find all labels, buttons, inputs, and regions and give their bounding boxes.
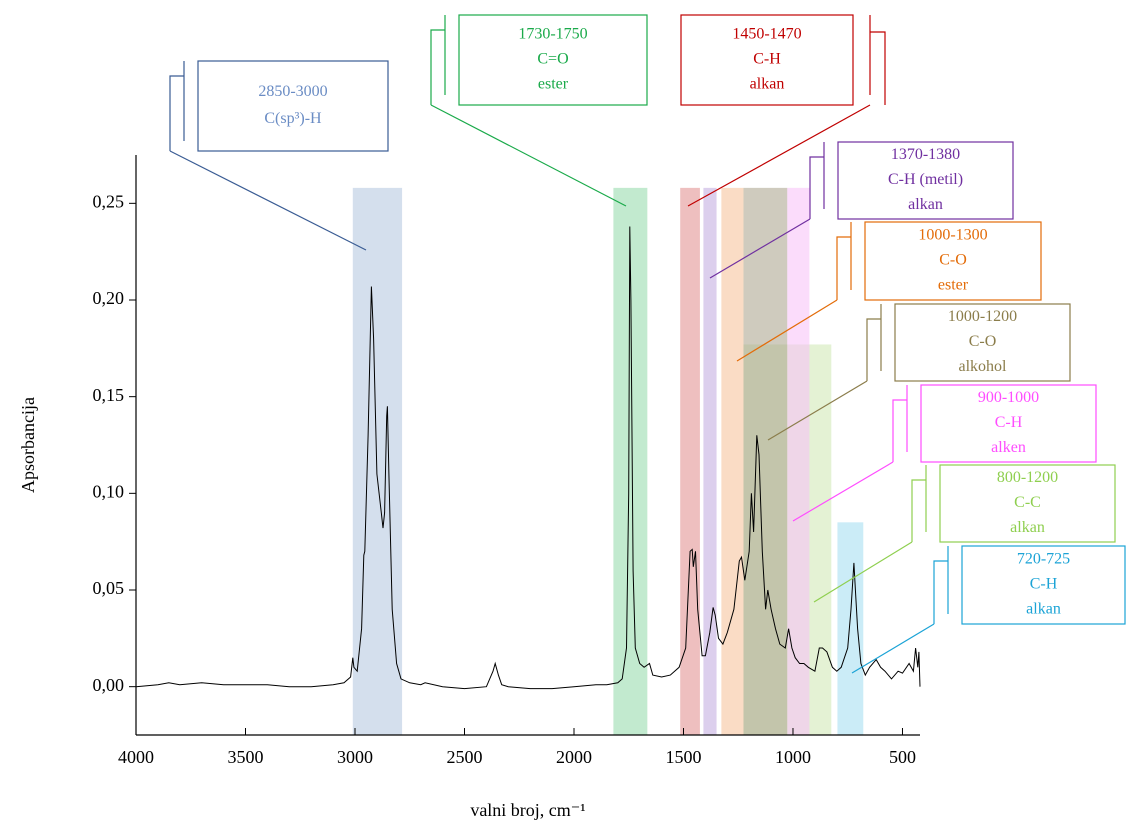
annotation: 2850-3000 C(sp³)-H (169, 60, 389, 251)
annotation-text: 1000-1300 (918, 227, 987, 244)
annotation-text: C-O (969, 333, 997, 350)
annotation: 900-1000 C-H alken (792, 384, 1097, 522)
annotation-text: C-H (995, 414, 1023, 431)
annotation-box (197, 60, 389, 152)
annotation: 1370-1380 C-H (metil) alkan (709, 141, 1014, 279)
leader-line (736, 299, 838, 362)
annotation-box (920, 384, 1097, 463)
annotation-box (458, 14, 648, 106)
bracket (892, 385, 908, 462)
x-tick-label: 500 (889, 747, 916, 767)
y-tick-label: 0,25 (93, 191, 125, 211)
x-tick-label: 1500 (665, 747, 701, 767)
annotation-text: 1730-1750 (518, 26, 587, 43)
annotation-text: 2850-3000 (258, 83, 327, 100)
annotation: 1730-1750 C=O ester (430, 14, 648, 207)
annotation-text: alkan (1026, 601, 1061, 618)
leader-line (813, 541, 913, 603)
annotation-text: alken (991, 439, 1026, 456)
annotation-box (680, 14, 854, 106)
band (352, 187, 403, 735)
x-tick-label: 3500 (227, 747, 263, 767)
annotation-text: ester (938, 277, 969, 294)
annotation-text: 800-1200 (997, 469, 1058, 486)
annotation-text: C-H (metil) (888, 171, 963, 188)
annotation-text: C(sp³)-H (264, 110, 322, 127)
y-tick-label: 0,15 (93, 385, 125, 405)
x-axis-title: valni broj, cm⁻¹ (470, 800, 585, 820)
annotation: 1450-1470 C-H alkan (680, 14, 886, 207)
annotation: 1000-1300 C-O ester (736, 221, 1042, 362)
x-tick-label: 1000 (775, 747, 811, 767)
band (743, 187, 788, 735)
annotation-text: 1450-1470 (732, 26, 801, 43)
annotation-text: C-C (1014, 494, 1041, 511)
leader-line (687, 104, 871, 207)
annotation-box (864, 221, 1042, 301)
y-tick-label: 0,00 (93, 675, 125, 695)
annotation: 1000-1200 C-O alkohol (767, 303, 1071, 441)
annotation-text: ester (538, 76, 569, 93)
annotation-text: C-O (939, 252, 967, 269)
x-tick-label: 2000 (556, 747, 592, 767)
band (787, 187, 810, 735)
annotation-box (837, 141, 1014, 220)
band (837, 522, 864, 735)
annotation-text: C-H (753, 51, 781, 68)
bracket (430, 15, 446, 105)
annotation-text: alkan (908, 196, 943, 213)
annotation-text: C-H (1030, 576, 1058, 593)
annotation-text: 900-1000 (978, 389, 1039, 406)
spectrum-line (135, 226, 921, 690)
annotation-text: 1370-1380 (891, 146, 960, 163)
bracket (169, 61, 185, 151)
leader-line (767, 380, 868, 441)
leader-line (169, 150, 367, 251)
x-tick-label: 4000 (118, 747, 154, 767)
y-tick-label: 0,20 (93, 288, 125, 308)
annotation-text: alkan (1010, 519, 1045, 536)
band (721, 187, 744, 735)
annotation: 800-1200 C-C alkan (813, 464, 1116, 603)
leader-line (792, 461, 894, 522)
bracket (911, 465, 927, 542)
leader-line (851, 623, 935, 674)
bracket (836, 222, 852, 300)
x-tick-label: 3000 (337, 747, 373, 767)
bracket (933, 546, 949, 624)
annotation-text: alkan (750, 76, 785, 93)
leader-line (430, 104, 627, 207)
band (680, 187, 700, 735)
bracket (869, 15, 886, 105)
annotation-text: C=O (537, 51, 568, 68)
bracket (866, 304, 882, 381)
y-tick-label: 0,05 (93, 578, 125, 598)
annotation: 720-725 C-H alkan (851, 545, 1126, 674)
annotation-text: 720-725 (1017, 551, 1070, 568)
y-tick-label: 0,10 (93, 481, 125, 501)
y-axis-title: Apsorbancija (18, 397, 38, 493)
leader-line (709, 218, 811, 279)
annotation-box (939, 464, 1116, 543)
bracket (809, 142, 825, 219)
annotation-box (894, 303, 1071, 382)
annotation-text: 1000-1200 (948, 308, 1017, 325)
band (703, 187, 717, 735)
x-tick-label: 2500 (446, 747, 482, 767)
annotation-text: alkohol (959, 358, 1008, 375)
annotation-box (961, 545, 1126, 625)
